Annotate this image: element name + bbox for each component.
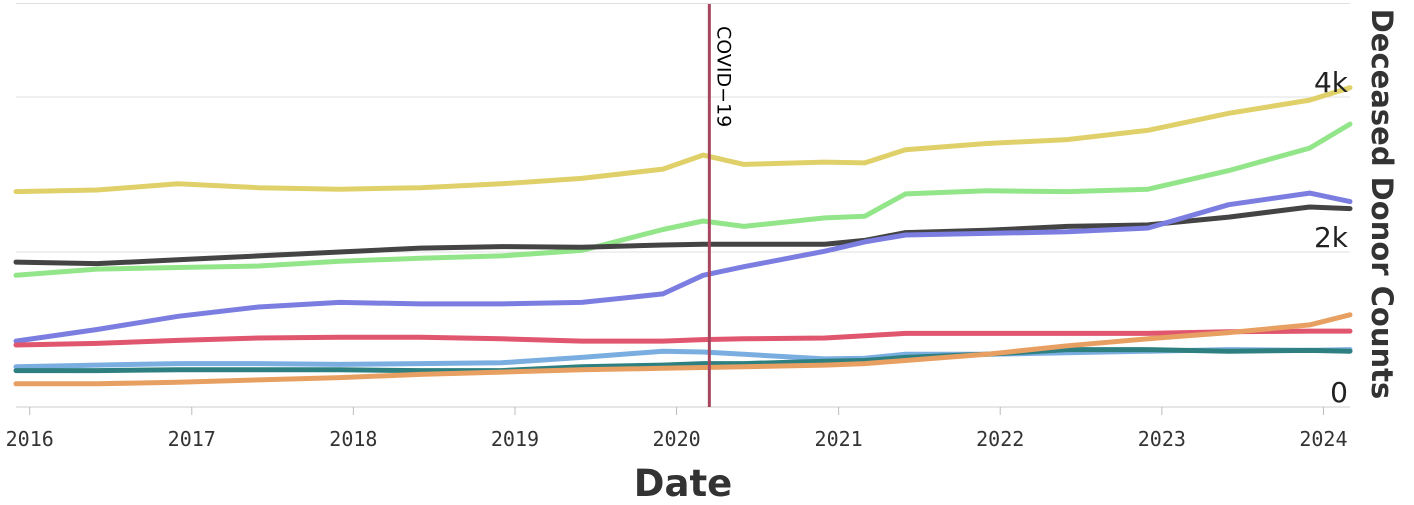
gridlines <box>16 96 1350 253</box>
x-tick-label: 2018 <box>329 427 377 451</box>
x-tick-label: 2020 <box>652 427 700 451</box>
series-line-3 <box>13 190 1353 344</box>
y-axis-ticks: 0 2k 4k <box>1314 66 1349 409</box>
x-tick-label: 2016 <box>6 427 54 451</box>
x-tick-label: 2019 <box>491 427 539 451</box>
series-line-1 <box>13 121 1353 278</box>
series-line-7 <box>13 312 1353 387</box>
series-line-4 <box>13 328 1353 348</box>
y-tick-label: 2k <box>1314 221 1349 254</box>
series-line-2 <box>13 204 1353 267</box>
y-axis-title: Deceased Donor Counts <box>1365 9 1399 400</box>
x-tick-label: 2021 <box>815 427 863 451</box>
x-axis-title: Date <box>634 462 732 505</box>
y-tick-label: 4k <box>1314 66 1349 99</box>
series-lines <box>13 85 1353 387</box>
x-tick-label: 2017 <box>168 427 216 451</box>
series-line-0 <box>13 85 1353 195</box>
y-tick-label: 0 <box>1330 376 1348 409</box>
x-axis-ticks: 2016 2017 2018 2019 2020 2021 2022 2023 2024 <box>6 407 1348 451</box>
x-tick-label: 2022 <box>976 427 1024 451</box>
x-tick-label: 2024 <box>1299 427 1347 451</box>
covid-annotation: COVID−19 <box>707 4 734 407</box>
series-line-6 <box>13 347 1353 374</box>
plot-area-top-border <box>16 3 1350 4</box>
x-tick-label: 2023 <box>1138 427 1186 451</box>
annotation-label: COVID−19 <box>712 26 734 127</box>
